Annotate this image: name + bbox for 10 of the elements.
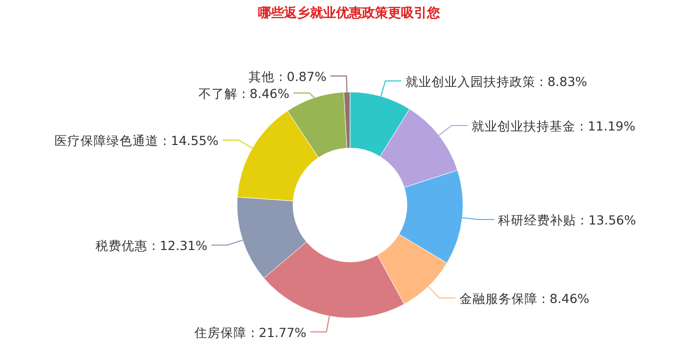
slice-label: 科研经费补贴 : 13.56% — [498, 212, 636, 228]
slice-label: 就业创业入园扶持政策 : 8.83% — [405, 74, 588, 89]
slice-label: 医疗保障绿色通道 : 14.55% — [54, 133, 219, 148]
slice-label: 就业创业扶持基金 : 11.19% — [472, 118, 636, 134]
slice-label: 金融服务保障 : 8.46% — [459, 290, 590, 306]
slice-label: 其他 : 0.87% — [248, 69, 327, 84]
chart-title: 哪些返乡就业优惠政策更吸引您 — [258, 5, 441, 21]
slice-label: 不了解 : 8.46% — [198, 86, 290, 102]
slice-label: 住房保障 : 21.77% — [194, 324, 307, 340]
slice-label: 税费优惠 : 12.31% — [96, 238, 208, 254]
